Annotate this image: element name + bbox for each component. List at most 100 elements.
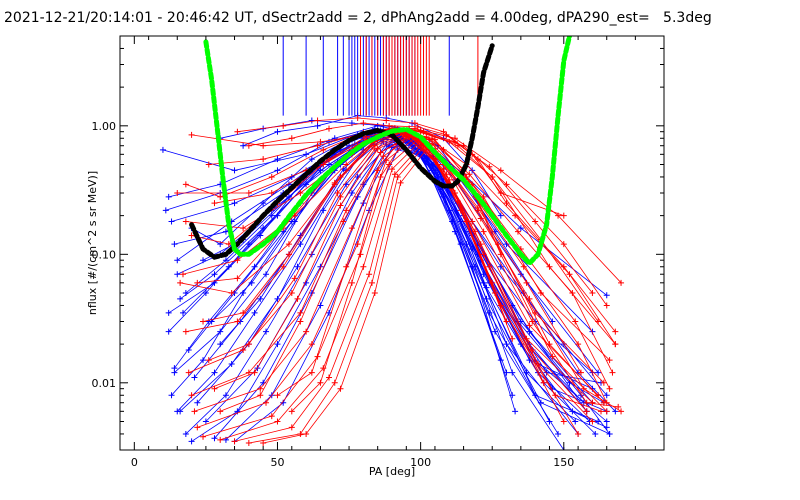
red-data-point: [182, 181, 189, 188]
red-data-point: [371, 289, 378, 296]
red-data-point: [234, 257, 241, 264]
blue-data-point: [174, 271, 181, 278]
blue-data-point: [314, 122, 321, 129]
red-profile-line: [191, 128, 608, 306]
blue-data-point: [222, 228, 229, 235]
red-data-point: [403, 133, 410, 140]
blue-data-point: [274, 295, 281, 302]
red-data-point: [497, 167, 504, 174]
blue-data-point: [185, 347, 192, 354]
blue-data-point: [211, 369, 218, 376]
red-data-point: [603, 408, 610, 415]
black-fit-curve: [189, 43, 495, 260]
red-data-point: [429, 135, 436, 142]
red-data-point: [606, 385, 613, 392]
red-data-point: [211, 200, 218, 207]
red-profile-line: [185, 132, 599, 396]
red-data-point: [497, 251, 504, 258]
red-data-point: [618, 279, 625, 286]
blue-data-point: [274, 156, 281, 163]
blue-data-point: [251, 263, 258, 270]
blue-data-point: [603, 292, 610, 299]
red-data-point: [211, 385, 218, 392]
red-data-point: [454, 142, 461, 149]
blue-data-point: [162, 207, 169, 214]
red-profile-line: [263, 144, 513, 444]
red-data-point: [257, 385, 264, 392]
fit-curves: [189, 36, 572, 268]
blue-data-point: [517, 225, 524, 232]
blue-data-point: [165, 328, 172, 335]
red-data-point: [560, 418, 567, 425]
red-data-point: [337, 193, 344, 200]
blue-data-point: [228, 361, 235, 368]
blue-data-point: [168, 392, 175, 399]
red-data-point: [583, 399, 590, 406]
vertical-markers: [282, 36, 479, 116]
red-profile-line: [237, 117, 564, 216]
blue-data-point: [509, 369, 516, 376]
red-data-point: [188, 131, 195, 138]
x-tick-label: 0: [131, 456, 138, 469]
red-data-point: [205, 357, 212, 364]
red-data-point: [466, 171, 473, 178]
blue-data-point: [274, 128, 281, 135]
red-data-point: [280, 263, 287, 270]
blue-data-point: [603, 392, 610, 399]
red-data-point: [200, 318, 207, 325]
red-data-point: [397, 179, 404, 186]
red-data-point: [615, 403, 622, 410]
red-data-point: [245, 440, 252, 447]
red-data-point: [380, 153, 387, 160]
red-data-point: [314, 142, 321, 149]
red-data-point: [546, 341, 553, 348]
blue-data-point: [231, 167, 238, 174]
red-data-point: [589, 399, 596, 406]
red-data-point: [291, 275, 298, 282]
blue-data-point: [274, 341, 281, 348]
red-data-point: [240, 309, 247, 316]
red-data-point: [179, 271, 186, 278]
red-data-point: [589, 289, 596, 296]
blue-data-point: [240, 142, 247, 149]
blue-data-point: [182, 289, 189, 296]
red-data-point: [200, 433, 207, 440]
red-data-point: [257, 392, 264, 399]
blue-data-point: [165, 193, 172, 200]
red-data-point: [240, 225, 247, 232]
red-data-point: [240, 347, 247, 354]
red-data-point: [245, 341, 252, 348]
red-data-point: [600, 379, 607, 386]
blue-profile-line: [214, 145, 502, 439]
red-data-point: [391, 171, 398, 178]
blue-data-point: [612, 408, 619, 415]
red-data-point: [288, 408, 295, 415]
blue-data-point: [202, 289, 209, 296]
blue-data-point: [294, 263, 301, 270]
blue-data-point: [469, 245, 476, 252]
red-data-point: [260, 156, 267, 163]
red-data-point: [526, 295, 533, 302]
red-data-point: [431, 136, 438, 143]
red-data-point: [394, 173, 401, 180]
y-tick-label: 0.10: [92, 248, 117, 261]
red-data-point: [303, 328, 310, 335]
blue-data-point: [497, 212, 504, 219]
red-data-point: [294, 295, 301, 302]
blue-data-point: [165, 309, 172, 316]
blue-data-point: [177, 408, 184, 415]
red-data-point: [297, 190, 304, 197]
blue-data-point: [211, 271, 218, 278]
red-data-point: [191, 408, 198, 415]
red-data-point: [469, 218, 476, 225]
red-data-point: [572, 318, 579, 325]
blue-data-point: [308, 156, 315, 163]
red-data-point: [589, 418, 596, 425]
blue-data-point: [603, 418, 610, 425]
blue-data-point: [274, 167, 281, 174]
red-data-point: [274, 418, 281, 425]
blue-data-point: [569, 408, 576, 415]
red-data-point: [308, 369, 315, 376]
red-data-point: [288, 135, 295, 142]
blue-data-point: [200, 357, 207, 364]
